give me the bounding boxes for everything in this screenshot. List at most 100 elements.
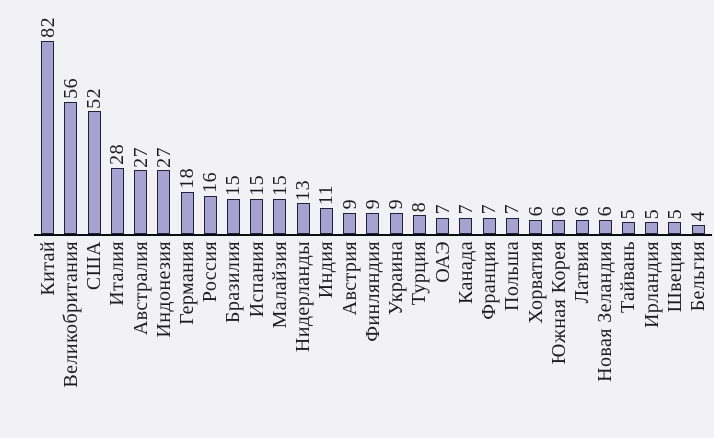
bar-area: 56 (59, 0, 82, 234)
category-label-area: Индия (315, 234, 338, 438)
category-label-area: Украина (385, 234, 408, 438)
bar-value-label: 8 (408, 201, 431, 213)
bar-value-label: 13 (292, 179, 315, 201)
category-label-area: Нидерланды (292, 234, 315, 438)
category-label: Новая Зеландия (594, 241, 617, 382)
bar-column: 15 Бразилия (222, 0, 245, 438)
bar-value-label: 9 (338, 199, 361, 210)
bar-column: 4 Бельгия (687, 0, 710, 438)
category-label: Латвия (571, 241, 593, 304)
category-label-area: Швеция (663, 234, 686, 438)
bar-value-label: 9 (385, 199, 408, 210)
bar (552, 219, 566, 234)
category-label-area: Финляндия (361, 234, 384, 438)
bar-area: 6 (594, 0, 617, 234)
category-label-area: Ирландия (640, 234, 663, 438)
category-label: США (83, 241, 106, 291)
bar-area: 15 (222, 0, 245, 234)
bar-value-label: 7 (501, 204, 524, 215)
category-label-area: Россия (199, 234, 222, 438)
category-label-area: Тайвань (617, 234, 640, 438)
bar (366, 212, 380, 234)
bar-column: 5 Швеция (663, 0, 686, 438)
bar-area: 7 (477, 0, 500, 234)
bar-area: 9 (385, 0, 408, 234)
bar-column: 8 Турция (408, 0, 431, 438)
category-label-area: США (82, 234, 105, 438)
category-label: ОАЭ (431, 241, 454, 283)
bar (389, 212, 403, 234)
bar-column: 5 Тайвань (617, 0, 640, 438)
bar-area: 5 (617, 0, 640, 234)
x-axis-line (34, 234, 712, 236)
bar-column: 56 Великобритания (59, 0, 82, 438)
bar-value-label: 6 (547, 206, 570, 217)
bar-value-label: 11 (315, 184, 338, 205)
bar (157, 170, 171, 234)
bar-area: 5 (663, 0, 686, 234)
category-label-area: Италия (106, 234, 129, 438)
bar-value-label: 28 (106, 144, 129, 165)
bar-column: 27 Австралия (129, 0, 152, 438)
bar-area: 7 (454, 0, 477, 234)
category-label: Финляндия (361, 241, 384, 342)
bar-column: 7 Польша (501, 0, 524, 438)
bar (250, 198, 264, 234)
category-label: Польша (501, 241, 524, 311)
bar-area: 6 (570, 0, 593, 234)
bar-area: 27 (152, 0, 175, 234)
bar (343, 212, 357, 234)
bar-column: 6 Южная Корея (547, 0, 570, 438)
bar (87, 111, 101, 234)
bar (645, 222, 659, 234)
category-label: Бельгия (687, 241, 710, 312)
bar-value-label: 5 (617, 208, 640, 220)
bar (575, 219, 589, 234)
bar-column: 6 Хорватия (524, 0, 547, 438)
category-label-area: Австрия (338, 234, 361, 438)
category-label: Китай (36, 241, 59, 296)
bar-value-label: 18 (176, 167, 199, 189)
category-label: Нидерланды (292, 241, 315, 353)
bar (598, 219, 612, 234)
category-label-area: Франция (477, 234, 500, 438)
bar-value-label: 5 (640, 208, 663, 220)
bar-area: 9 (338, 0, 361, 234)
bar-column: 9 Украина (385, 0, 408, 438)
bar-value-label: 7 (454, 204, 477, 215)
category-label: Франция (478, 241, 501, 320)
bar-area: 16 (199, 0, 222, 234)
bar (203, 196, 217, 234)
category-label: Индия (315, 241, 338, 299)
category-label: Бразилия (222, 241, 245, 324)
category-label: Южная Корея (547, 241, 570, 365)
bar-value-label: 6 (524, 206, 547, 217)
bar-value-label: 82 (36, 16, 59, 38)
category-label-area: Малайзия (268, 234, 291, 438)
category-label: Канада (454, 241, 477, 304)
category-label-area: ОАЭ (431, 234, 454, 438)
bar-value-label: 7 (431, 204, 454, 215)
category-label: Индонезия (152, 241, 175, 338)
bar-value-label: 15 (222, 174, 245, 196)
bar (505, 217, 519, 234)
bar-area: 82 (36, 0, 59, 234)
bar-area: 9 (361, 0, 384, 234)
bar-area: 8 (408, 0, 431, 234)
category-label-area: Польша (501, 234, 524, 438)
bar (668, 222, 682, 234)
bar-column: 11 Индия (315, 0, 338, 438)
bar-column: 9 Финляндия (361, 0, 384, 438)
bar-column: 82 Китай (36, 0, 59, 438)
category-label: Турция (408, 241, 431, 306)
bar-value-label: 16 (199, 172, 222, 194)
bar-area: 11 (315, 0, 338, 234)
bar (226, 198, 240, 234)
bar-value-label: 15 (268, 174, 291, 196)
bar-area: 13 (292, 0, 315, 234)
bar-value-label: 7 (478, 204, 501, 215)
bar-value-label: 6 (571, 206, 593, 217)
bar-column: 52 США (82, 0, 105, 438)
bar-column: 7 Франция (477, 0, 500, 438)
bar (529, 219, 543, 234)
